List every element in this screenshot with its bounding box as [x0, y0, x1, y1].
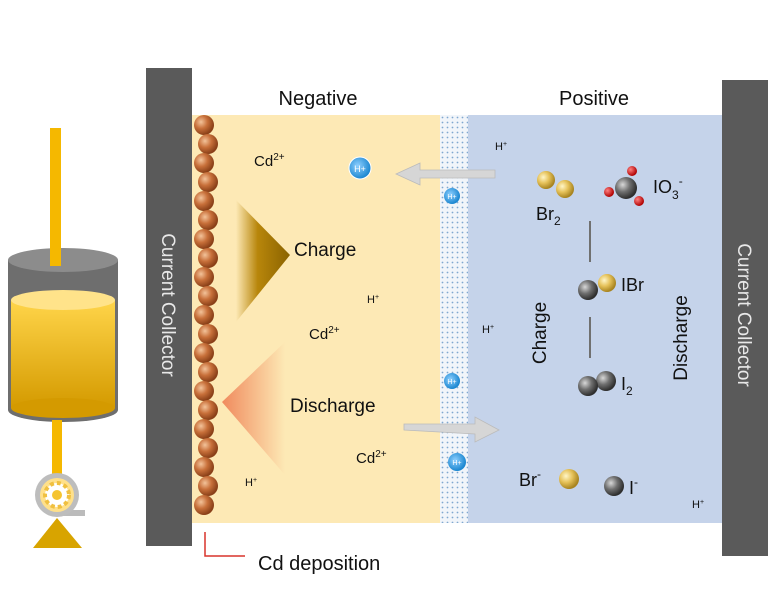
charge-label-positive: Charge	[530, 302, 551, 364]
electrolyte-tank	[8, 128, 118, 480]
svg-text:H+: H+	[447, 194, 456, 201]
right-collector-label: Current Collector	[733, 243, 754, 387]
cd-sphere	[194, 191, 214, 211]
cd-ion-label: Cd2+	[356, 449, 387, 467]
right-current-collector	[722, 80, 768, 556]
br-minus-label: Br-	[519, 467, 541, 490]
left-collector-label: Current Collector	[157, 233, 178, 377]
i-minus-label: I-	[629, 475, 638, 498]
electrolyte-liquid	[11, 300, 115, 408]
svg-text:H+: H+	[447, 379, 456, 386]
i-ion-icon	[604, 476, 624, 496]
cd-sphere	[194, 495, 214, 515]
io3-label: IO3-	[653, 174, 683, 202]
cd-sphere	[198, 438, 218, 458]
cd-sphere	[198, 134, 218, 154]
cd-sphere	[198, 476, 218, 496]
cd-sphere	[198, 324, 218, 344]
io3-molecule-icon	[604, 166, 644, 206]
pump-icon	[33, 473, 85, 548]
cd-sphere	[198, 172, 218, 192]
cd-sphere	[198, 248, 218, 268]
cd-sphere	[194, 343, 214, 363]
svg-text:H+: H+	[452, 460, 461, 467]
charge-label-negative: Charge	[294, 240, 356, 261]
cd-sphere	[194, 457, 214, 477]
charge-triangle	[236, 200, 290, 322]
cd-deposit-spheres	[194, 115, 218, 515]
discharge-label-positive: Discharge	[671, 295, 692, 381]
cd-deposition-label: Cd deposition	[258, 553, 380, 575]
arrow-left-icon	[395, 162, 496, 186]
i2-label: I2	[621, 374, 633, 398]
cd-sphere	[198, 400, 218, 420]
cd-sphere	[198, 210, 218, 230]
proton-label: H+	[482, 324, 494, 336]
negative-label: Negative	[279, 88, 358, 110]
cd-sphere	[194, 153, 214, 173]
cd-sphere	[194, 419, 214, 439]
discharge-label-negative: Discharge	[290, 396, 376, 417]
cd-sphere	[194, 381, 214, 401]
br2-molecule-icon	[537, 171, 574, 198]
proton-icon: H+	[444, 373, 460, 389]
deposition-callout-line	[204, 532, 245, 557]
cd-sphere	[194, 267, 214, 287]
cd-ion-label: Cd2+	[254, 152, 285, 170]
proton-label: H+	[367, 294, 379, 306]
positive-electrolyte	[466, 115, 724, 523]
cd-sphere	[198, 286, 218, 306]
proton-label: H+	[245, 477, 257, 489]
ibr-molecule-icon	[578, 274, 616, 300]
cd-sphere	[194, 229, 214, 249]
cd-sphere	[194, 305, 214, 325]
cd-ion-label: Cd2+	[309, 325, 340, 343]
br-ion-icon	[559, 469, 579, 489]
outlet-pipe	[52, 420, 62, 480]
left-current-collector	[146, 68, 192, 546]
cd-sphere	[198, 362, 218, 382]
proton-label: H+	[692, 499, 704, 511]
proton-icons: H+ H+ H+ H+	[348, 156, 466, 471]
proton-icon: H+	[348, 156, 372, 180]
negative-electrolyte	[192, 115, 442, 523]
proton-label: H+	[495, 141, 507, 153]
svg-text:H+: H+	[354, 164, 366, 174]
discharge-triangle	[222, 342, 285, 475]
cd-sphere	[194, 115, 214, 135]
arrow-right-icon	[403, 416, 500, 443]
i2-molecule-icon	[578, 371, 616, 396]
proton-icon: H+	[448, 453, 466, 471]
proton-icon: H+	[444, 188, 460, 204]
positive-label: Positive	[559, 88, 629, 110]
ibr-label: IBr	[621, 275, 644, 295]
br2-label: Br2	[536, 204, 561, 228]
